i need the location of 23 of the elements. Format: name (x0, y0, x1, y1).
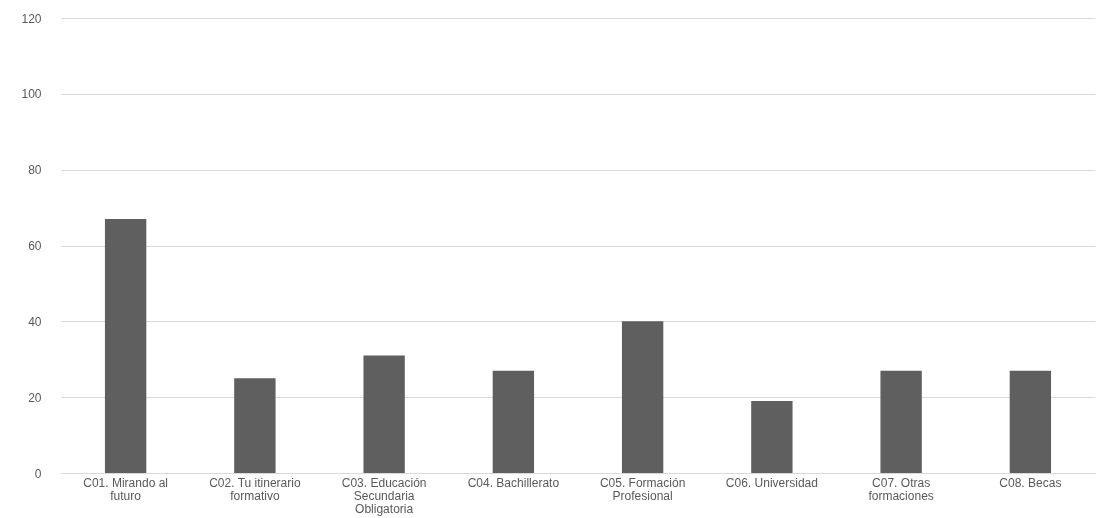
bar (751, 400, 793, 473)
x-tick-label: C02. Tu itinerario formativo (209, 475, 301, 503)
bar (492, 370, 535, 473)
y-tick-label: 20 (28, 390, 42, 405)
bar (104, 218, 147, 473)
x-tick-label: C05. Formación Profesional (599, 475, 686, 503)
x-tick-label: C07. Otras formaciones (868, 475, 934, 503)
bar (234, 378, 276, 473)
y-tick-label: 120 (21, 11, 42, 26)
bar (880, 370, 922, 473)
bar (621, 321, 664, 473)
y-tick-label: 40 (28, 314, 42, 329)
y-tick-label: 60 (28, 239, 42, 253)
y-tick-label: 0 (34, 466, 42, 481)
x-tick-label: C06. Universidad (725, 475, 818, 490)
bar (1009, 370, 1052, 473)
bar (363, 355, 405, 473)
y-tick-label: 100 (21, 87, 42, 102)
x-tick-label: C01. Mirando al futuro (83, 475, 168, 503)
x-tick-label: C04. Bachillerato (467, 475, 560, 490)
x-tick-label: C03. Educación Secundaria Obligatoria (341, 475, 427, 516)
y-tick-label: 80 (28, 163, 42, 178)
x-tick-label: C08. Becas (999, 475, 1062, 490)
